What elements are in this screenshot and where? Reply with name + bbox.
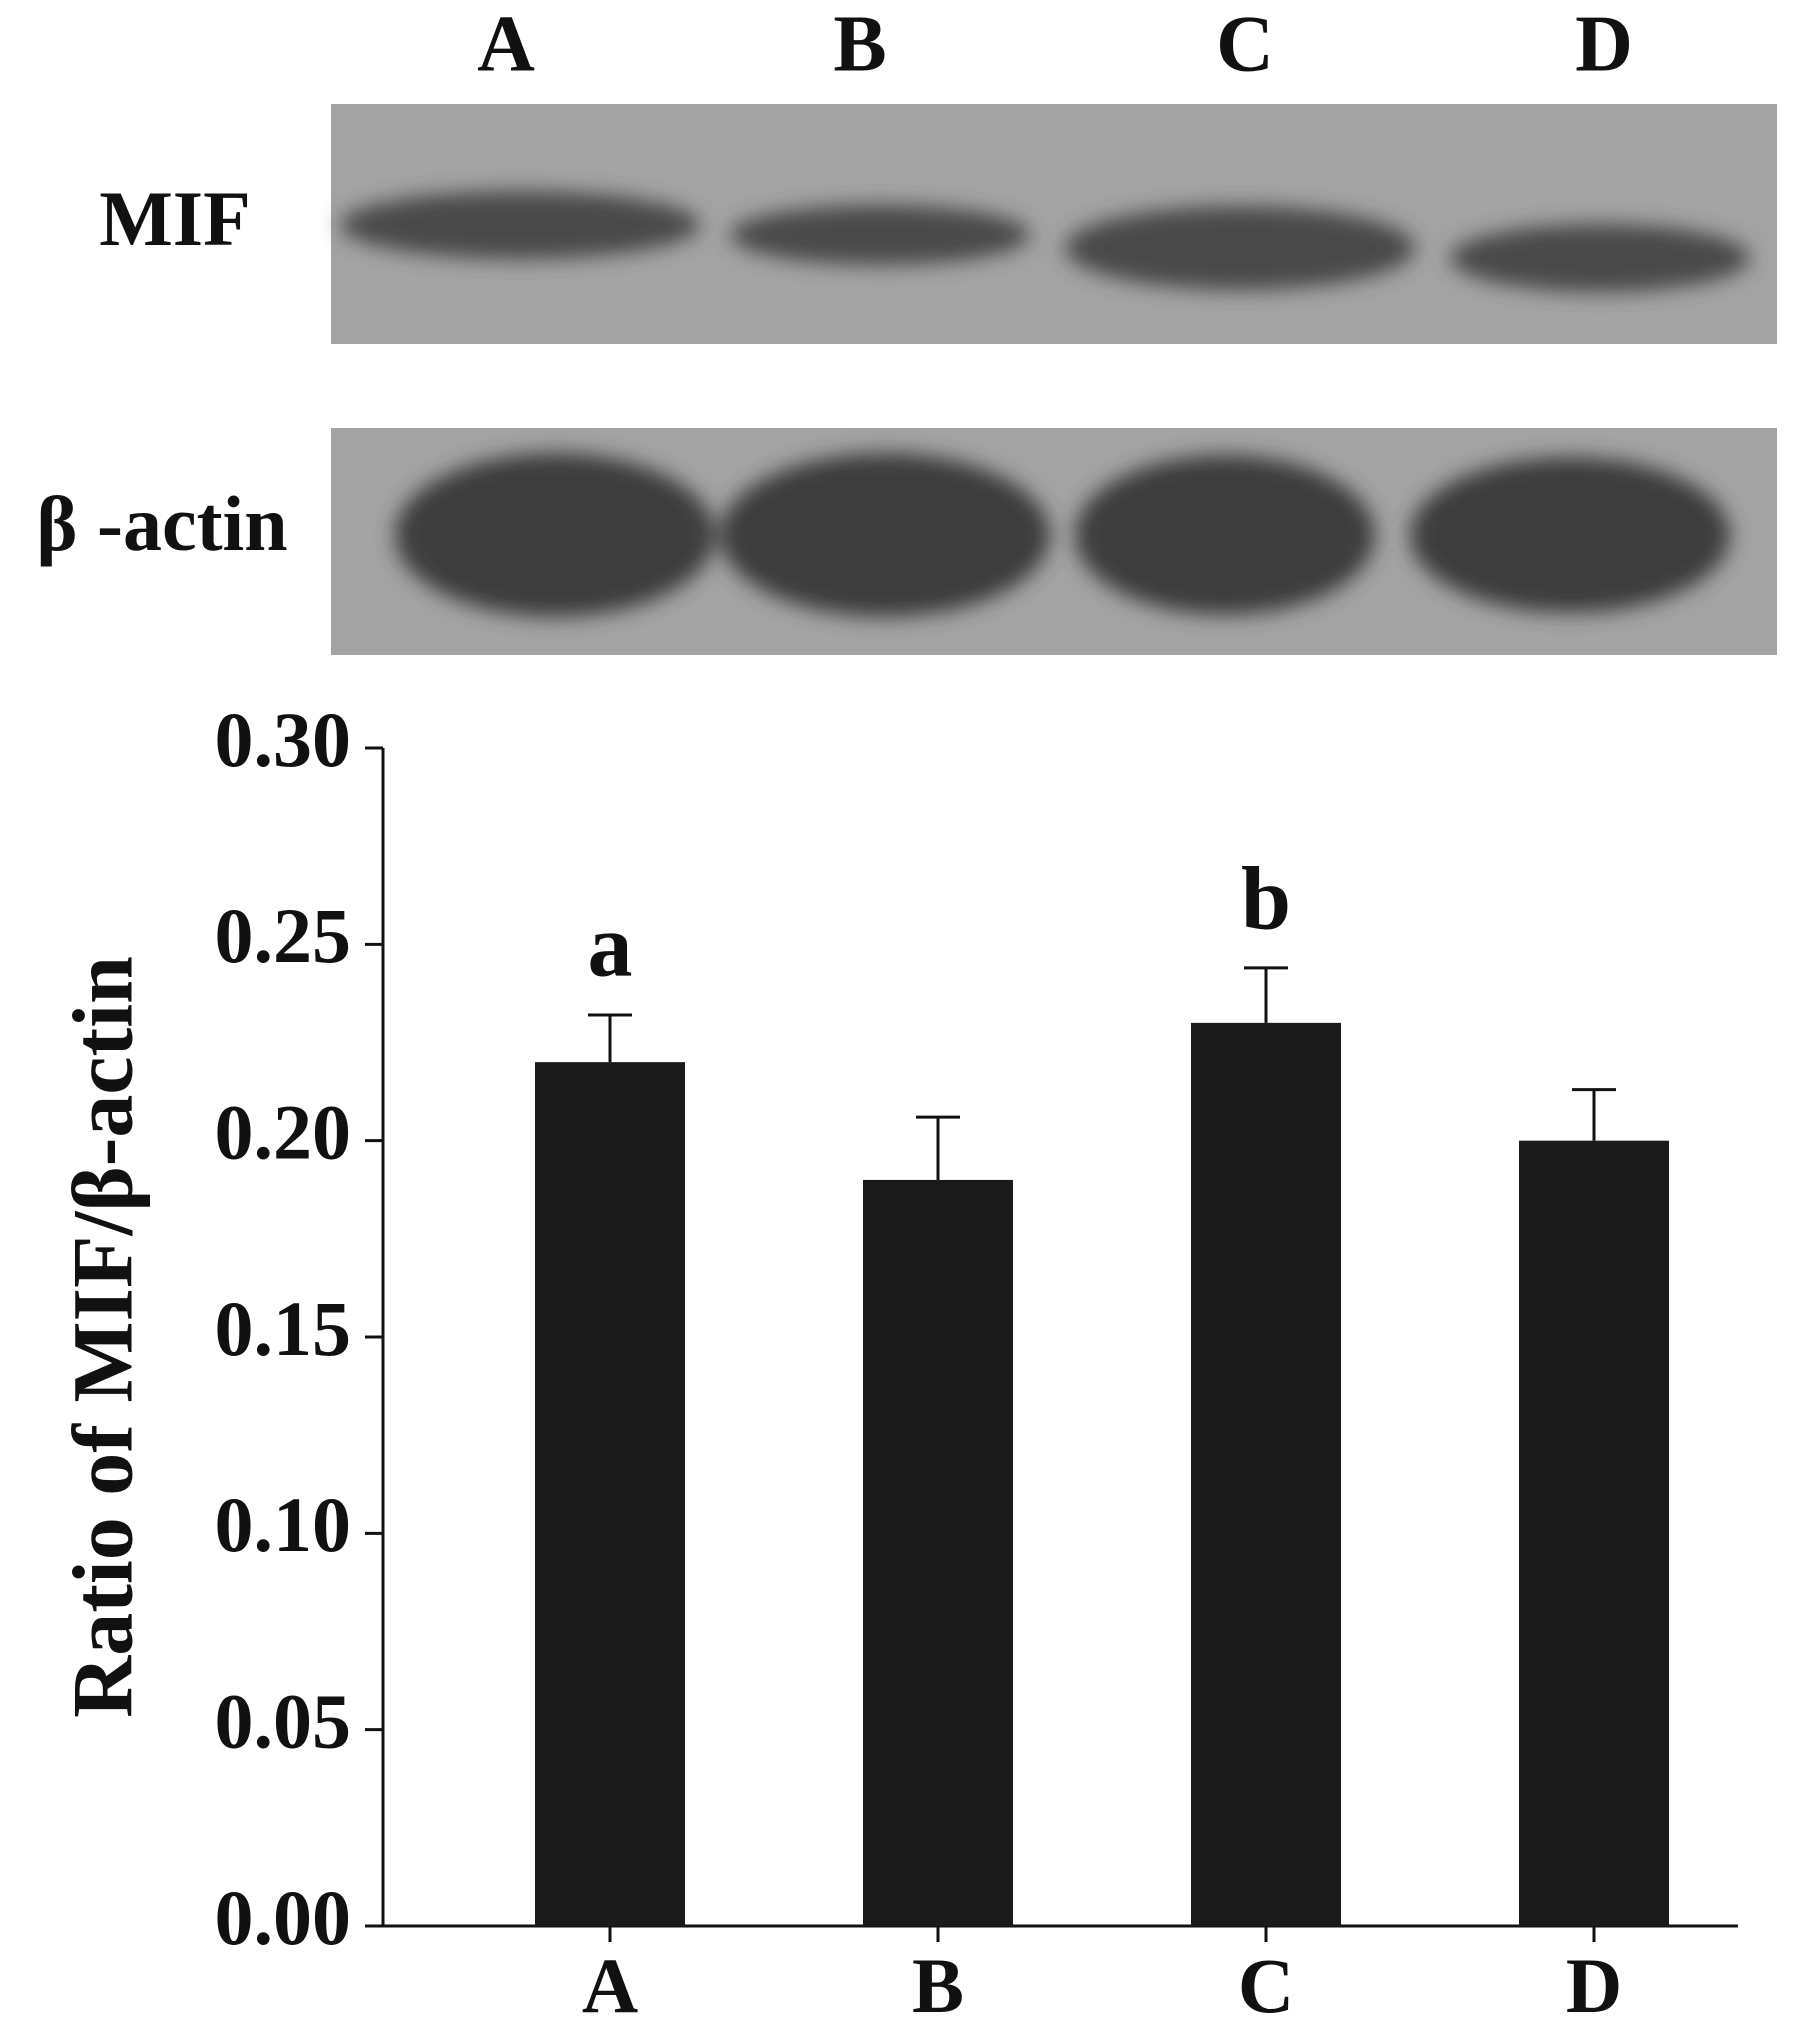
actin-bands xyxy=(395,453,1730,617)
row-label: MIF xyxy=(99,175,251,262)
y-tick-label: 0.00 xyxy=(215,1874,352,1961)
bar xyxy=(1191,1022,1341,1926)
y-tick-label: 0.10 xyxy=(215,1481,352,1568)
y-axis-label: Ratio of MIF/β-actin xyxy=(55,956,151,1718)
lane-label: B xyxy=(833,0,886,88)
bar xyxy=(535,1062,685,1926)
y-tick-label: 0.15 xyxy=(215,1285,352,1372)
bar xyxy=(1519,1140,1669,1926)
significance-label: b xyxy=(1241,850,1291,949)
y-tick-label: 0.05 xyxy=(215,1678,352,1765)
x-tick-label: A xyxy=(582,1942,638,2028)
x-tick-label: B xyxy=(912,1942,964,2028)
mif-bands xyxy=(340,191,1750,292)
bar xyxy=(863,1179,1013,1926)
row-label: β -actin xyxy=(36,480,287,567)
x-tick-label: C xyxy=(1238,1942,1294,2028)
significance-label: a xyxy=(588,897,633,996)
y-tick-label: 0.25 xyxy=(215,892,352,979)
x-tick-label: D xyxy=(1566,1942,1622,2028)
lane-label: A xyxy=(477,0,535,88)
lane-label: C xyxy=(1216,0,1274,88)
western-blot: A B C D MIF β -actin xyxy=(36,0,1777,655)
y-tick-label: 0.30 xyxy=(215,696,352,783)
lane-label: D xyxy=(1575,0,1633,88)
y-tick-label: 0.20 xyxy=(215,1089,352,1176)
